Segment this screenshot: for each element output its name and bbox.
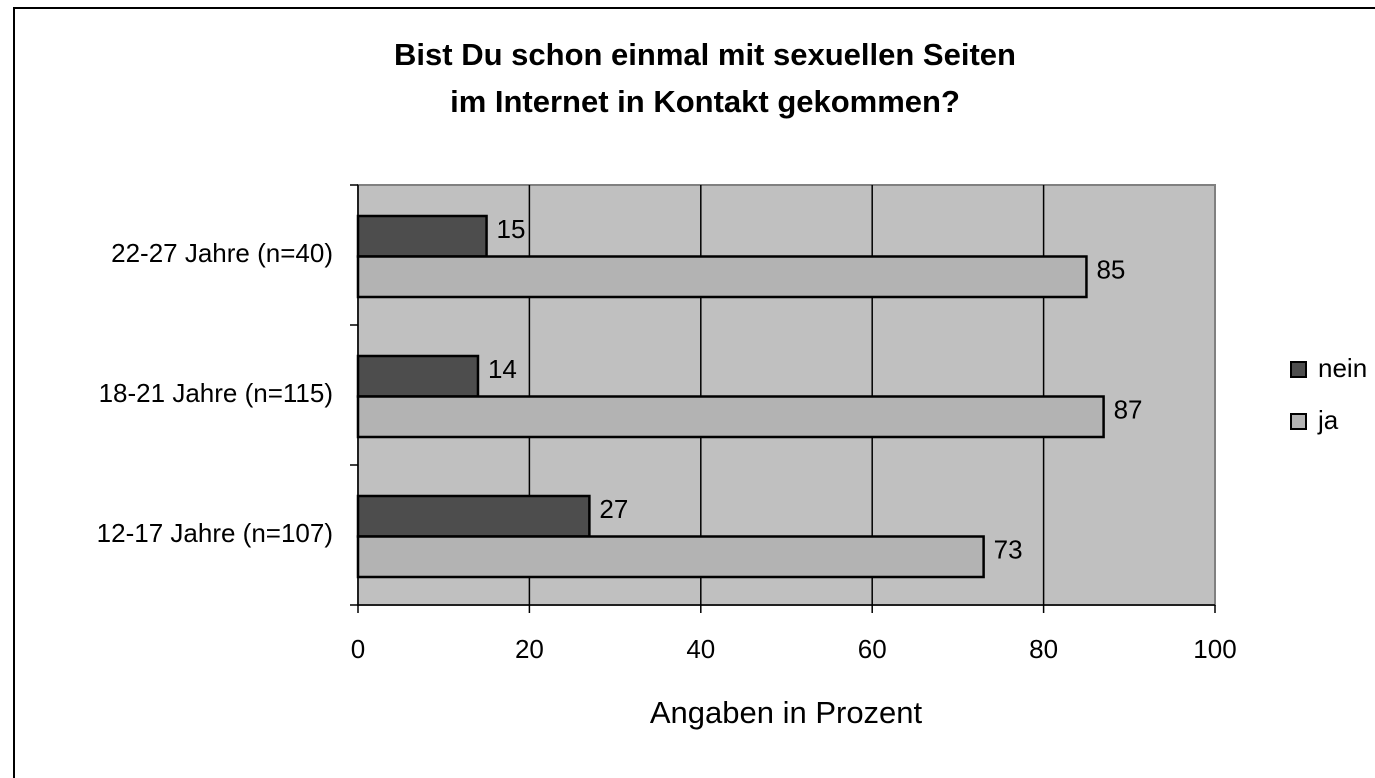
x-tick-label: 60 xyxy=(858,634,887,664)
legend-label: ja xyxy=(1317,405,1339,435)
data-label: 27 xyxy=(599,494,628,524)
data-label: 14 xyxy=(488,354,517,384)
y-tick-label: 12-17 Jahre (n=107) xyxy=(97,518,333,548)
chart-title: Bist Du schon einmal mit sexuellen Seite… xyxy=(394,37,1016,72)
data-label: 73 xyxy=(994,535,1023,565)
x-tick-label: 40 xyxy=(686,634,715,664)
bar xyxy=(356,255,1088,299)
bar xyxy=(356,395,1105,439)
x-axis-label: Angaben in Prozent xyxy=(650,695,923,730)
bar xyxy=(356,535,985,579)
chart-title: im Internet in Kontakt gekommen? xyxy=(450,84,960,119)
legend-label: nein xyxy=(1318,353,1367,383)
bar xyxy=(356,494,591,538)
data-label: 85 xyxy=(1096,255,1125,285)
x-tick-label: 20 xyxy=(515,634,544,664)
legend-swatch xyxy=(1290,413,1307,430)
data-label: 15 xyxy=(497,214,526,244)
legend-swatch xyxy=(1290,361,1307,378)
data-label: 87 xyxy=(1114,395,1143,425)
x-tick-label: 100 xyxy=(1193,634,1236,664)
bar xyxy=(356,354,480,398)
x-tick-label: 80 xyxy=(1029,634,1058,664)
y-tick-label: 18-21 Jahre (n=115) xyxy=(99,378,333,408)
y-tick-label: 22-27 Jahre (n=40) xyxy=(111,238,333,268)
bar xyxy=(356,214,488,258)
x-tick-label: 0 xyxy=(351,634,365,664)
